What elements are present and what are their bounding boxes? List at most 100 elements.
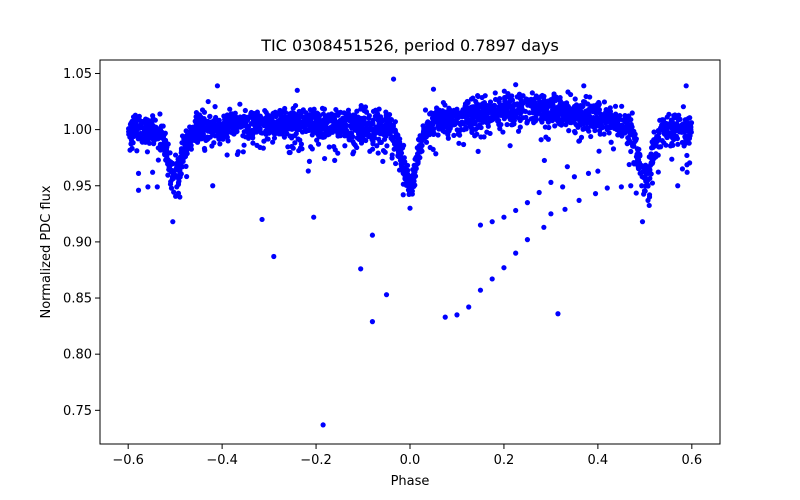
data-point <box>282 124 288 130</box>
data-point <box>549 117 556 124</box>
data-point <box>553 97 559 104</box>
data-point <box>363 109 370 115</box>
data-point <box>669 142 675 148</box>
data-point <box>211 140 217 146</box>
data-point <box>390 138 397 144</box>
data-point <box>457 110 463 116</box>
data-point <box>641 191 647 197</box>
data-point <box>418 147 424 153</box>
data-point <box>170 175 176 181</box>
data-point <box>423 139 430 145</box>
data-point <box>672 112 678 118</box>
data-point <box>296 147 302 154</box>
data-point <box>211 122 217 128</box>
data-point <box>572 113 578 119</box>
data-point <box>311 106 317 112</box>
data-point <box>380 158 386 164</box>
data-point <box>451 107 457 113</box>
data-point <box>285 144 291 150</box>
data-point <box>281 134 288 140</box>
outlier-point <box>259 216 265 223</box>
data-point <box>342 133 348 139</box>
data-point <box>132 124 139 130</box>
data-point <box>152 117 158 123</box>
data-point <box>420 129 427 136</box>
data-point <box>155 136 161 142</box>
outlier-point <box>618 184 624 190</box>
outlier-point <box>489 219 495 225</box>
data-point <box>526 110 533 116</box>
data-point <box>566 118 573 124</box>
y-axis-label: Normalized PDC flux <box>39 185 54 318</box>
data-point <box>461 141 467 148</box>
data-point <box>626 161 632 168</box>
data-point <box>289 133 295 139</box>
data-point <box>392 119 399 125</box>
outlier-point <box>683 83 689 89</box>
data-point <box>579 109 585 116</box>
data-point <box>629 110 635 116</box>
data-point <box>231 124 237 130</box>
data-point <box>467 123 473 129</box>
data-point <box>175 156 181 162</box>
data-point <box>143 116 149 122</box>
data-point <box>150 113 156 119</box>
data-point <box>411 183 417 189</box>
outlier-point <box>513 250 519 256</box>
data-point <box>663 142 669 148</box>
outlier-point <box>214 83 221 89</box>
data-point <box>272 124 278 130</box>
data-point <box>465 118 471 124</box>
data-point <box>541 93 547 99</box>
data-point <box>473 126 479 132</box>
data-point <box>338 125 344 132</box>
data-point <box>515 128 522 134</box>
data-point <box>390 123 396 130</box>
data-point <box>649 145 655 151</box>
data-point <box>212 104 218 110</box>
data-point <box>290 105 296 111</box>
data-point <box>400 192 406 198</box>
data-point <box>438 124 444 130</box>
data-point <box>584 125 591 131</box>
data-point <box>386 118 393 124</box>
data-point <box>326 144 332 150</box>
data-point <box>254 142 260 148</box>
data-point <box>417 155 423 161</box>
data-point <box>442 110 448 116</box>
data-point <box>435 132 441 138</box>
data-point <box>676 112 682 118</box>
data-point <box>462 103 468 110</box>
data-point <box>637 153 643 159</box>
outlier-point <box>477 222 484 228</box>
data-point <box>471 119 477 125</box>
y-tick-label: 0.90 <box>63 235 92 250</box>
x-tick-label: 0.4 <box>588 453 609 468</box>
data-point <box>502 94 508 101</box>
y-tick-label: 1.05 <box>63 67 92 82</box>
data-point <box>260 145 266 151</box>
data-point <box>201 145 208 152</box>
data-point <box>427 130 434 136</box>
data-point <box>383 121 389 128</box>
data-point <box>394 132 400 138</box>
data-point <box>144 149 151 155</box>
data-point <box>365 125 371 132</box>
data-point <box>297 137 303 143</box>
outlier-point <box>592 191 599 197</box>
data-point <box>639 183 645 189</box>
data-point <box>468 96 475 102</box>
outlier-point <box>311 214 317 220</box>
data-point <box>227 106 233 112</box>
data-point <box>275 119 281 125</box>
data-point <box>364 132 370 138</box>
data-point <box>369 146 376 152</box>
data-point <box>261 138 267 144</box>
outlier-point <box>177 194 183 200</box>
data-point <box>157 111 163 117</box>
data-point <box>545 100 551 107</box>
y-tick-label: 0.95 <box>63 179 92 194</box>
data-point <box>634 146 640 152</box>
data-point <box>175 175 182 182</box>
